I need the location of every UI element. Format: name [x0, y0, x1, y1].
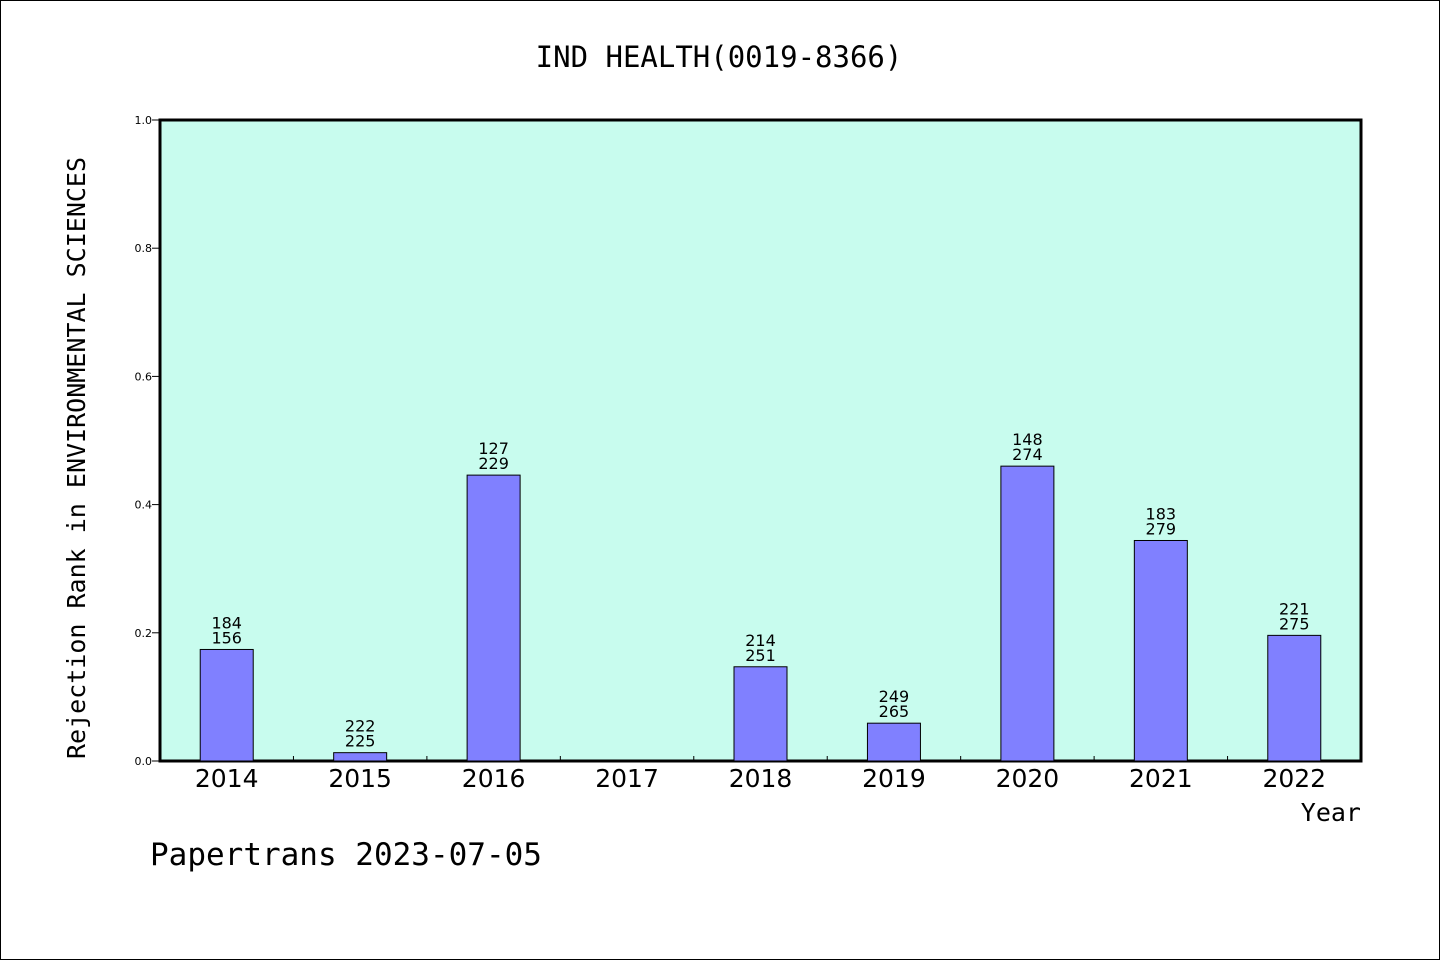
- x-axis-label: Year: [1301, 798, 1361, 827]
- x-tick-label: 2015: [328, 764, 392, 793]
- x-tick-labels-group: 2014 2015 2016 2017 2018 2019 2020 2021 2022: [195, 756, 1326, 793]
- bar-label-bottom: 156: [211, 628, 242, 647]
- x-tick-label: 2014: [195, 764, 259, 793]
- y-tick-labels-group: 0.0 0.2 0.4 0.6 0.8 1.0: [135, 114, 160, 768]
- x-tick-label: 2020: [996, 764, 1060, 793]
- bar-2014: [199, 648, 254, 762]
- bar-label-bottom: 229: [478, 454, 509, 473]
- y-tick-label: 0.4: [135, 499, 153, 512]
- x-tick-label: 2021: [1129, 764, 1193, 793]
- bar-label-top: 183: [1146, 504, 1177, 523]
- y-tick-label: 0.8: [135, 242, 153, 255]
- bar-label-bottom: 274: [1012, 445, 1043, 464]
- x-tick-label: 2018: [729, 764, 793, 793]
- bar-label-bottom: 265: [879, 702, 910, 721]
- bar-label-bottom: 225: [345, 732, 376, 751]
- bar-label-bottom: 251: [745, 646, 776, 665]
- x-tick-label: 2022: [1262, 764, 1326, 793]
- bar-label-bottom: 275: [1279, 614, 1310, 633]
- footer-credit: Papertrans 2023-07-05: [150, 837, 542, 873]
- bar-label-top: 249: [879, 687, 910, 706]
- bar-label-top: 148: [1012, 430, 1043, 449]
- x-tick-label: 2017: [595, 764, 659, 793]
- bar-2018: [733, 666, 788, 762]
- bar-label-top: 222: [345, 717, 376, 736]
- bar-2021: [1133, 539, 1188, 762]
- y-axis-label: Rejection Rank in ENVIRONMENTAL SCIENCES: [62, 157, 91, 759]
- bar-2016: [466, 474, 521, 762]
- bar-label-top: 214: [745, 631, 776, 650]
- y-tick-label: 0.2: [135, 627, 153, 640]
- y-tick-label: 0.6: [135, 370, 153, 383]
- y-tick-label: 0.0: [135, 755, 153, 768]
- bar-2020: [1000, 465, 1055, 762]
- bars-group: 1841562222251272292142512492651482741832…: [199, 430, 1322, 762]
- bar-2022: [1267, 634, 1322, 762]
- bar-label-top: 184: [211, 613, 242, 632]
- chart-title: IND HEALTH(0019-8366): [536, 40, 903, 74]
- x-tick-label: 2019: [862, 764, 926, 793]
- bar-label-bottom: 279: [1146, 519, 1177, 538]
- bar-label-top: 127: [478, 439, 509, 458]
- y-tick-label: 1.0: [135, 114, 153, 127]
- bar-2019: [866, 722, 921, 762]
- x-tick-label: 2016: [462, 764, 526, 793]
- bar-2015: [333, 752, 388, 762]
- bar-label-top: 221: [1279, 599, 1310, 618]
